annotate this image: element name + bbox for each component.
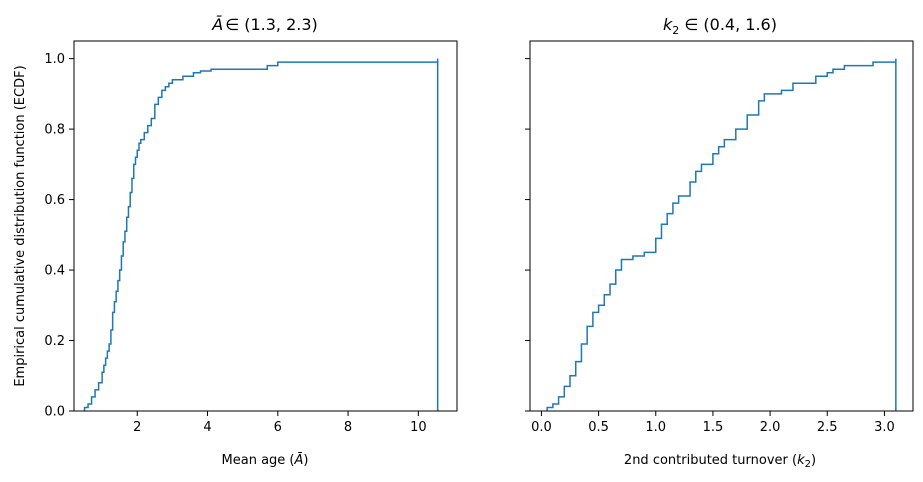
right-x-tick-label: 3.0	[874, 420, 895, 435]
right-x-axis-label: 2nd contributed turnover (k2)	[624, 453, 816, 470]
right-chart-title: k2 ∈ (0.4, 1.6)	[663, 15, 777, 37]
left-chart-panel: Ā ∈ (1.3, 2.3) Mean age (Ā) 2 4 6 8 10 0.0 0.2 0…	[44, 15, 458, 468]
left-x-tick-label: 4	[203, 420, 211, 435]
right-plot-frame	[529, 40, 914, 412]
left-y-tick-label: 0.0	[44, 405, 65, 420]
left-x-tick-label: 8	[344, 420, 352, 435]
right-x-tick-label: 2.5	[817, 420, 838, 435]
right-ecdf-series-line	[546, 58, 897, 411]
right-x-tick-label: 2.0	[760, 420, 781, 435]
left-y-tick-label: 0.2	[44, 334, 65, 349]
left-y-tick-label: 1.0	[44, 52, 65, 67]
left-x-tick-label: 6	[274, 420, 282, 435]
right-x-tick-label: 0.5	[588, 420, 609, 435]
right-x-tick-label: 1.5	[703, 420, 724, 435]
left-ecdf-series-line	[83, 58, 439, 411]
left-y-tick-label: 0.4	[44, 264, 65, 279]
left-y-tick-label: 0.6	[44, 193, 65, 208]
right-x-tick-label: 1.0	[645, 420, 666, 435]
right-chart-panel: k2 ∈ (0.4, 1.6) 2nd contributed turnover…	[525, 15, 914, 470]
right-x-tick-label: 0.0	[531, 420, 552, 435]
left-x-tick-label: 2	[133, 420, 141, 435]
y-axis-label: Empirical cumulative distribution functi…	[13, 65, 28, 386]
left-x-tick-label: 10	[410, 420, 427, 435]
left-plot-frame	[73, 40, 458, 412]
left-x-axis-label: Mean age (Ā)	[222, 453, 309, 468]
left-y-tick-label: 0.8	[44, 123, 65, 138]
left-chart-title: Ā ∈ (1.3, 2.3)	[211, 15, 318, 34]
